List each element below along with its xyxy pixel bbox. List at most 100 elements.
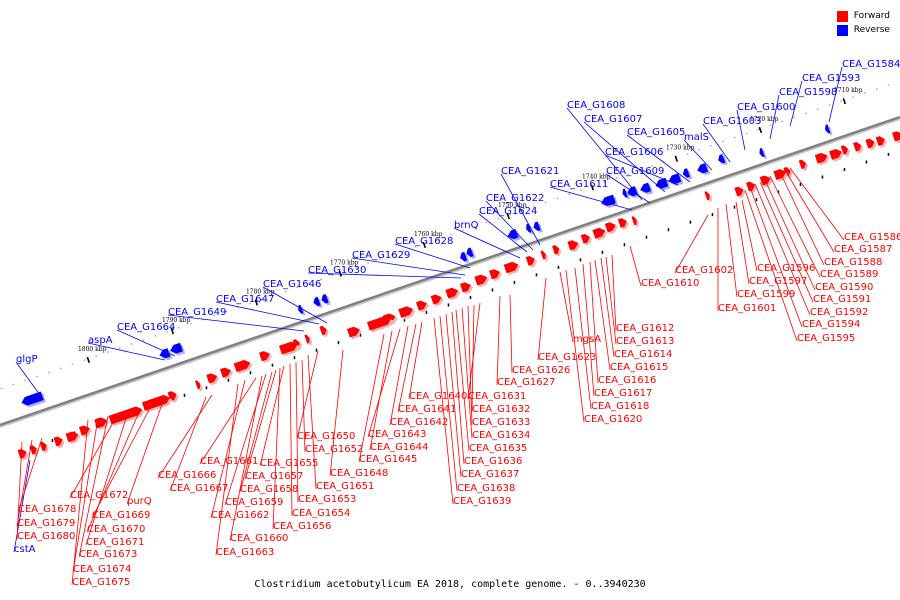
forward-gene-label: CEA_G1635 <box>469 443 527 454</box>
genome-caption: Clostridium acetobutylicum EA 2018, comp… <box>254 579 646 590</box>
leader-line <box>167 314 305 332</box>
reverse-gene-arrow <box>21 391 44 406</box>
leader-line <box>445 313 462 478</box>
leader-line <box>239 371 273 493</box>
reverse-gene <box>170 342 186 356</box>
forward-gene-label: CEA_G1591 <box>813 294 871 305</box>
reverse-gene-label: CEA_G1629 <box>352 250 410 261</box>
leader-line <box>582 263 595 397</box>
reverse-gene <box>759 147 767 159</box>
forward-gene-arrow <box>746 181 756 192</box>
reverse-gene-arrow <box>668 173 682 185</box>
reverse-gene-arrow <box>321 293 329 304</box>
leader-line <box>605 256 617 345</box>
scale-dot <box>205 386 208 390</box>
forward-gene-arrow <box>734 186 744 197</box>
forward-gene-arrow <box>503 261 519 274</box>
leader-line <box>244 369 277 480</box>
scale-tick <box>590 184 595 191</box>
scale-tick <box>758 126 763 134</box>
forward-gene-label: CEA_G1673 <box>79 549 137 560</box>
forward-gene-label: CEA_G1587 <box>834 244 892 255</box>
leader-line <box>210 379 246 519</box>
forward-gene <box>604 222 618 235</box>
forward-gene-label: CEA_G1614 <box>614 349 672 360</box>
reverse-gene-arrow <box>655 177 669 189</box>
forward-gene <box>552 245 562 257</box>
leader-line <box>87 342 166 361</box>
reverse-gene-label: CEA_G1647 <box>216 294 274 305</box>
forward-gene-label: CEA_G1586 <box>844 232 900 243</box>
scale-tick-label: 1800 kbp <box>78 346 107 353</box>
scale-dot <box>227 378 230 382</box>
forward-gene-label: CEA_G1590 <box>815 282 873 293</box>
leader-line <box>549 186 633 211</box>
scale-dot <box>337 341 340 345</box>
scale-dot <box>865 160 868 164</box>
leader-line <box>683 139 713 171</box>
forward-gene-label: CEA_G1680 <box>17 531 75 542</box>
scale-dot <box>623 243 626 247</box>
reverse-gene-label: CEA_G1607 <box>584 114 642 125</box>
scale-dot <box>183 393 186 397</box>
leader-line <box>215 301 320 325</box>
forward-gene-arrow <box>704 191 710 201</box>
leader-line <box>259 365 285 467</box>
forward-gene <box>489 269 503 282</box>
forward-gene <box>279 341 300 357</box>
forward-gene-arrow <box>233 359 251 373</box>
leader-line <box>500 173 541 246</box>
forward-gene-label: CEA_G1652 <box>305 444 363 455</box>
reverse-gene <box>460 251 470 264</box>
leader-line <box>467 302 481 400</box>
forward-gene <box>592 227 608 241</box>
scale-tick-label: 1780 kbp <box>246 288 275 295</box>
leader-line <box>626 134 691 183</box>
leader-line <box>224 373 267 506</box>
forward-gene-label: CEA_G1674 <box>73 564 131 575</box>
reverse-gene-arrow <box>526 223 532 233</box>
forward-gene <box>415 300 430 313</box>
forward-gene <box>474 274 490 288</box>
legend-label-reverse: Reverse <box>853 25 890 35</box>
forward-gene-label: CEA_G1648 <box>330 468 388 479</box>
forward-gene-label: mgsA <box>573 334 601 345</box>
reverse-gene-label: CEA_G1628 <box>395 236 453 247</box>
scale-tick <box>842 98 847 105</box>
leader-line <box>537 277 547 361</box>
forward-gene <box>206 373 220 386</box>
forward-gene-label: CEA_G1659 <box>225 497 283 508</box>
forward-gene-arrow <box>415 300 427 311</box>
scale-dot <box>843 167 846 171</box>
leader-line <box>741 199 758 272</box>
leader-line <box>116 329 176 357</box>
forward-gene-arrow <box>304 334 310 344</box>
leader-line <box>754 183 811 316</box>
forward-gene-arrow <box>525 255 535 266</box>
forward-gene <box>430 294 444 307</box>
reverse-gene <box>622 188 630 200</box>
forward-gene-label: CEA_G1599 <box>737 289 795 300</box>
forward-gene-label: CEA_G1631 <box>468 391 526 402</box>
reverse-gene <box>697 163 711 176</box>
forward-gene <box>814 152 830 166</box>
forward-gene-label: CEA_G1666 <box>158 470 216 481</box>
forward-gene-label: CEA_G1653 <box>298 494 356 505</box>
forward-gene-label: CEA_G1627 <box>497 377 555 388</box>
forward-gene-label: CEA_G1654 <box>292 508 350 519</box>
forward-gene <box>865 138 877 151</box>
leader-line <box>736 109 746 151</box>
forward-gene <box>704 191 712 203</box>
forward-gene-arrow <box>814 152 828 164</box>
reverse-gene-arrow <box>622 188 628 198</box>
forward-gene-arrow <box>319 325 327 336</box>
forward-gene-label: CEA_G1656 <box>273 521 331 532</box>
forward-gene-label: CEA_G1655 <box>260 458 318 469</box>
reverse-gene <box>533 221 543 233</box>
reverse-gene <box>640 182 654 195</box>
reverse-gene-label: CEA_G1649 <box>168 307 226 318</box>
scale-dot <box>469 295 472 299</box>
forward-gene-arrow <box>279 341 298 355</box>
leader-line <box>784 169 835 253</box>
